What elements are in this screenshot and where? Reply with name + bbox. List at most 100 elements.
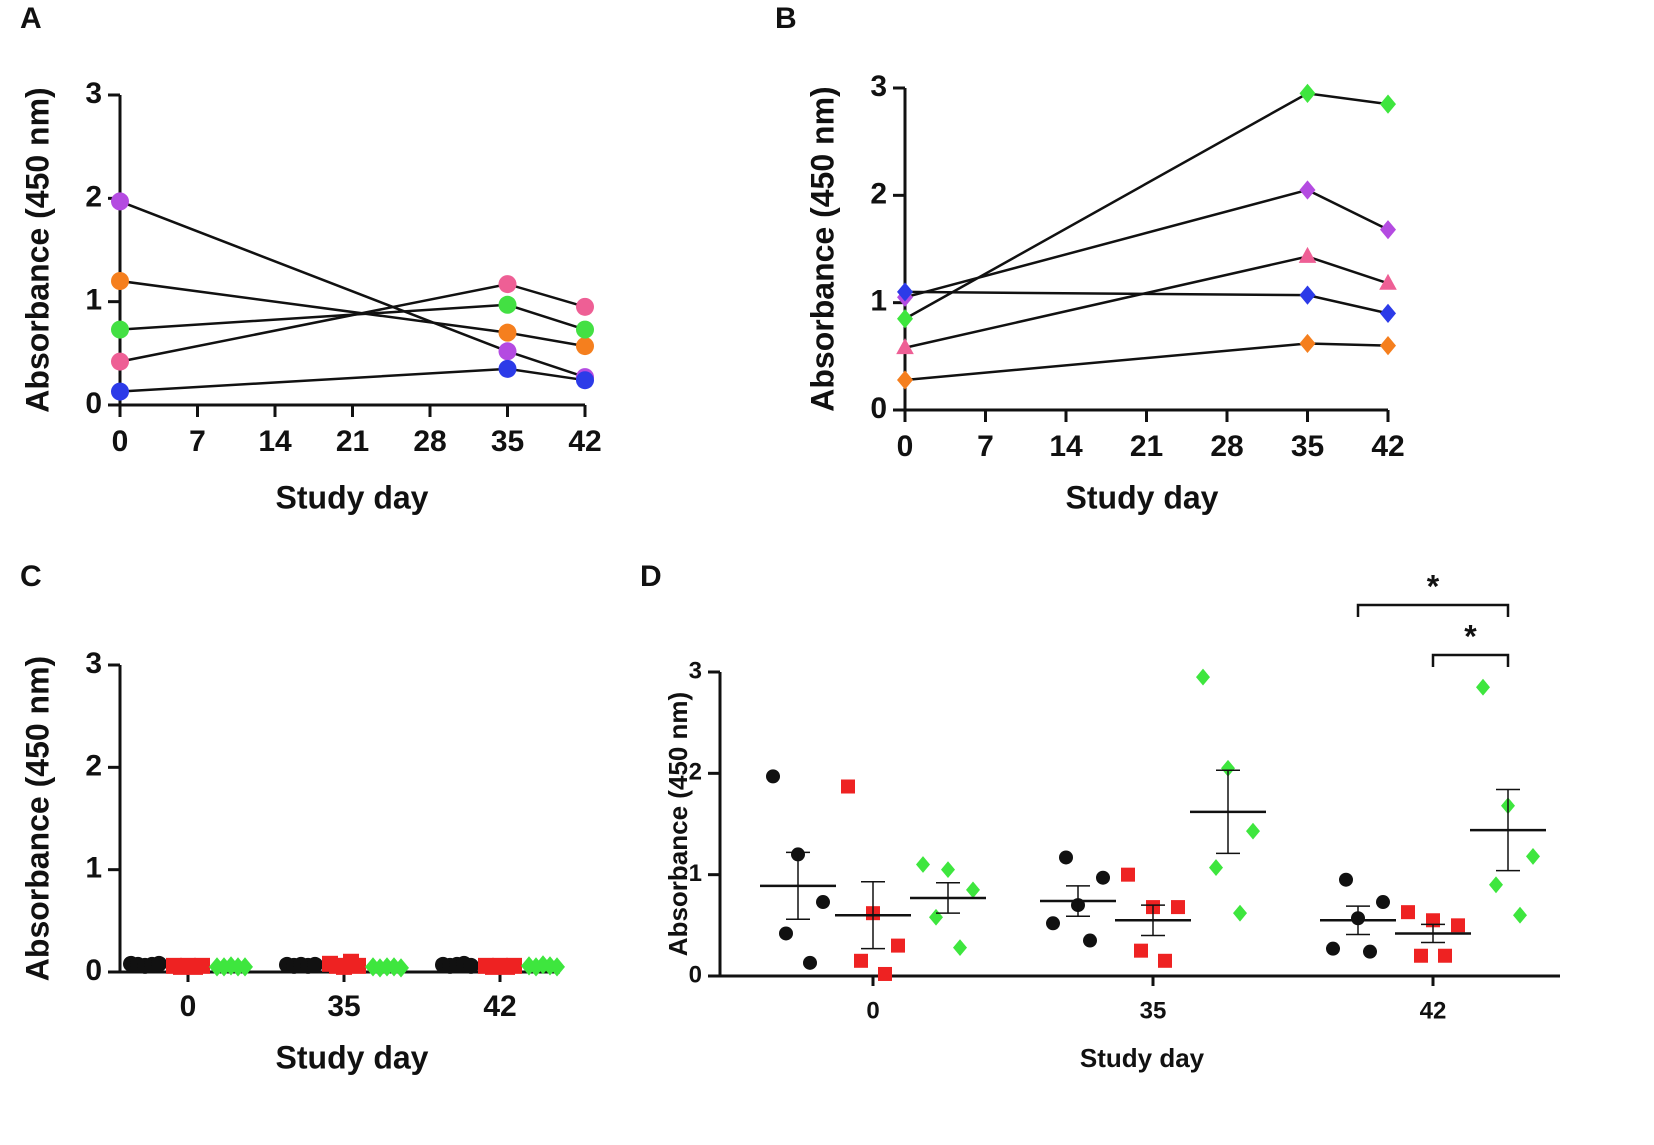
series-line xyxy=(904,290,1389,315)
marker xyxy=(151,955,167,972)
marker xyxy=(111,382,129,401)
x-axis-label: Study day xyxy=(276,1039,429,1075)
marker xyxy=(393,958,409,978)
y-tick-label: 3 xyxy=(85,77,102,110)
marker xyxy=(1299,180,1316,200)
marker xyxy=(1414,948,1428,963)
x-tick-label: 35 xyxy=(1140,997,1167,1024)
y-tick-label: 2 xyxy=(85,180,102,213)
marker xyxy=(498,295,517,314)
y-axis-label: Absorbance (450 nm) xyxy=(804,86,840,411)
y-axis-label: Absorbance (450 nm) xyxy=(19,87,55,412)
x-tick-label: 14 xyxy=(258,425,292,458)
marker xyxy=(194,957,210,974)
marker xyxy=(1096,870,1110,885)
marker xyxy=(111,192,129,211)
panel-label: C xyxy=(20,560,42,593)
series-line xyxy=(904,342,1389,382)
series-line xyxy=(904,255,1389,349)
marker xyxy=(1158,953,1172,968)
marker xyxy=(966,881,980,899)
marker xyxy=(111,320,129,339)
marker xyxy=(841,779,855,794)
marker xyxy=(1299,83,1316,103)
panel-label: B xyxy=(775,2,797,35)
significance-bracket xyxy=(1431,653,1510,667)
marker xyxy=(576,297,594,316)
y-tick-label: 2 xyxy=(85,749,102,782)
marker xyxy=(1363,944,1377,959)
marker xyxy=(576,337,594,356)
marker xyxy=(953,939,967,957)
y-axis-label: Absorbance (450 nm) xyxy=(19,656,55,981)
marker xyxy=(1380,303,1396,323)
marker xyxy=(897,282,913,302)
marker xyxy=(1299,285,1316,305)
marker xyxy=(506,957,522,974)
y-tick-label: 0 xyxy=(689,961,702,988)
y-tick-label: 1 xyxy=(870,285,887,318)
y-tick-label: 0 xyxy=(870,392,887,425)
marker xyxy=(463,957,479,974)
marker xyxy=(1379,273,1397,290)
y-tick-label: 1 xyxy=(689,860,702,887)
marker xyxy=(1376,895,1390,910)
y-tick-label: 3 xyxy=(870,70,887,103)
marker xyxy=(1380,336,1396,356)
x-tick-label: 21 xyxy=(1130,430,1163,463)
y-tick-label: 0 xyxy=(85,387,102,420)
x-tick-label: 0 xyxy=(866,997,879,1024)
marker xyxy=(1121,867,1135,882)
marker xyxy=(878,966,892,981)
marker xyxy=(1526,848,1540,865)
y-tick-label: 1 xyxy=(85,284,102,317)
marker xyxy=(1196,668,1210,686)
x-tick-label: 42 xyxy=(1371,430,1404,463)
marker xyxy=(307,956,323,973)
x-axis-label: Study day xyxy=(276,479,429,515)
marker xyxy=(498,359,517,378)
marker xyxy=(498,275,517,294)
marker xyxy=(1298,246,1317,263)
y-tick-label: 2 xyxy=(689,759,702,786)
x-tick-label: 28 xyxy=(413,425,446,458)
marker xyxy=(1171,900,1185,915)
marker xyxy=(803,955,817,970)
marker xyxy=(237,957,253,977)
marker xyxy=(1401,905,1415,920)
marker xyxy=(897,309,913,329)
x-tick-label: 42 xyxy=(1420,997,1447,1024)
marker xyxy=(111,272,129,290)
x-axis-label: Study day xyxy=(1080,1043,1205,1073)
marker xyxy=(916,856,930,873)
x-tick-label: 7 xyxy=(189,425,206,458)
series-line xyxy=(904,92,1389,320)
x-tick-label: 0 xyxy=(112,425,129,458)
marker xyxy=(1489,876,1503,894)
marker xyxy=(929,908,943,926)
y-tick-label: 1 xyxy=(85,852,102,885)
significance-label: * xyxy=(1464,618,1477,654)
marker xyxy=(1380,220,1396,240)
x-tick-label: 21 xyxy=(336,425,369,458)
marker xyxy=(1134,943,1148,958)
marker xyxy=(897,370,913,390)
marker xyxy=(1046,916,1060,931)
marker xyxy=(779,926,793,941)
marker xyxy=(941,861,955,878)
marker xyxy=(576,371,594,390)
marker xyxy=(766,769,780,784)
marker xyxy=(1339,872,1353,887)
panel-label: D xyxy=(640,560,662,593)
x-tick-label: 7 xyxy=(977,430,994,463)
marker xyxy=(896,338,914,355)
marker xyxy=(1326,941,1340,956)
marker xyxy=(854,953,868,968)
significance-label: * xyxy=(1427,568,1440,604)
marker xyxy=(816,895,830,910)
marker xyxy=(1246,822,1260,840)
y-tick-label: 3 xyxy=(85,647,102,680)
x-tick-label: 0 xyxy=(897,430,914,463)
marker xyxy=(1451,918,1465,933)
x-tick-label: 35 xyxy=(327,990,360,1023)
